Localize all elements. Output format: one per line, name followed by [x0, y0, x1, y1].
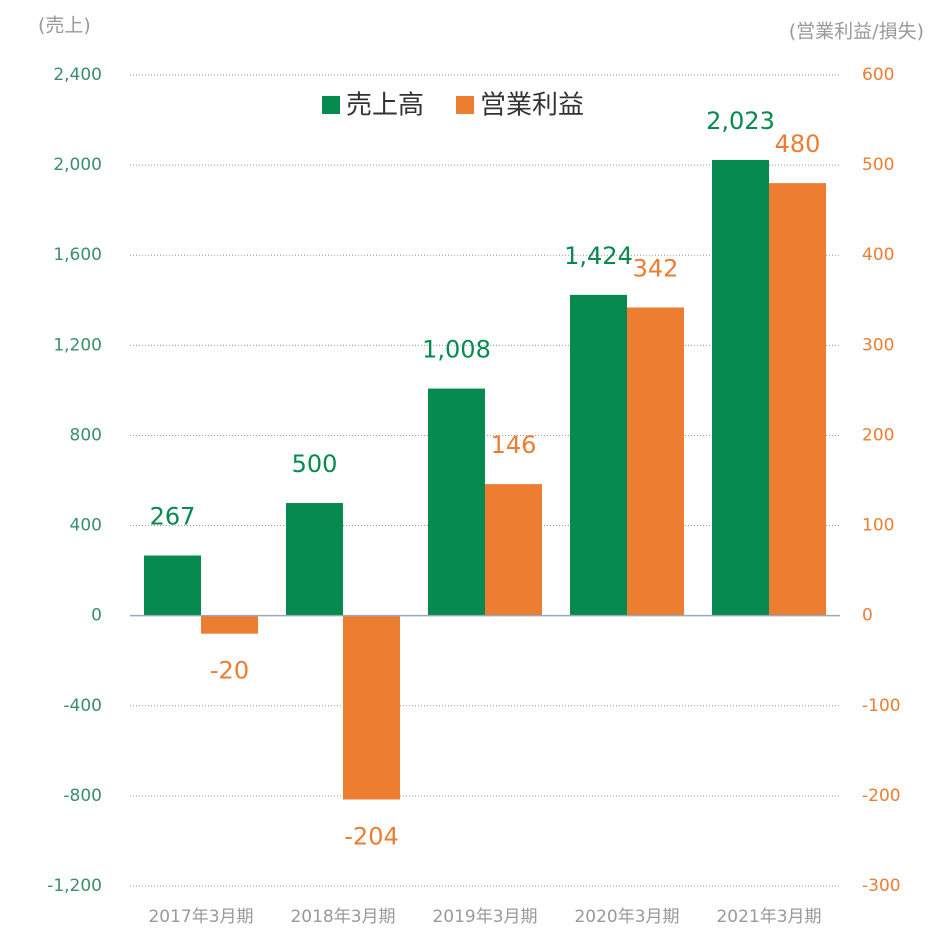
y-axis-title: (売上) — [38, 15, 91, 37]
y2-tick-label: -100 — [862, 696, 901, 716]
data-label: -204 — [344, 822, 398, 850]
data-label: -20 — [210, 657, 249, 685]
data-label: 146 — [491, 431, 537, 459]
data-label: 500 — [292, 450, 338, 478]
bar — [428, 388, 485, 616]
data-label: 267 — [150, 503, 196, 531]
bar — [144, 555, 201, 616]
y2-tick-label: 200 — [862, 425, 894, 445]
bar — [201, 615, 258, 634]
bar — [343, 615, 400, 800]
x-tick-label: 2017年3月期 — [148, 907, 253, 927]
y-tick-label: 800 — [70, 425, 102, 445]
y-tick-label: 1,200 — [53, 335, 102, 355]
x-tick-label: 2020年3月期 — [574, 907, 679, 927]
bar — [769, 183, 826, 616]
y2-tick-label: 300 — [862, 335, 894, 355]
x-tick-label: 2019年3月期 — [432, 907, 537, 927]
y-tick-label: 2,000 — [53, 155, 102, 175]
y2-tick-label: 0 — [862, 606, 873, 626]
y-tick-label: -1,200 — [47, 876, 102, 896]
data-label: 2,023 — [706, 107, 775, 135]
legend-swatch — [456, 96, 475, 114]
bar — [712, 159, 769, 616]
x-tick-label: 2021年3月期 — [716, 907, 821, 927]
data-label: 480 — [775, 130, 821, 158]
y2-tick-label: 500 — [862, 155, 894, 175]
bar — [627, 307, 684, 616]
bar — [570, 294, 627, 616]
y-tick-label: 1,600 — [53, 245, 102, 265]
data-label: 1,008 — [422, 336, 491, 364]
y2-tick-label: 600 — [862, 65, 894, 85]
data-label: 1,424 — [564, 242, 633, 270]
legend-label: 営業利益 — [480, 91, 584, 121]
y-tick-label: -800 — [63, 786, 102, 806]
y-tick-label: 400 — [70, 516, 102, 536]
y2-tick-label: 100 — [862, 516, 894, 536]
bar — [485, 484, 542, 616]
y2-tick-label: -200 — [862, 786, 901, 806]
y-tick-label: -400 — [63, 696, 102, 716]
legend-swatch — [322, 96, 340, 114]
y2-tick-label: -300 — [862, 876, 901, 896]
y2-axis-title: (営業利益/損失) — [789, 21, 924, 43]
y2-tick-label: 400 — [862, 245, 894, 265]
bar — [286, 503, 343, 616]
legend-label: 売上高 — [346, 91, 424, 121]
data-label: 342 — [633, 254, 679, 282]
y-tick-label: 2,400 — [53, 65, 102, 85]
y-tick-label: 0 — [91, 606, 102, 626]
x-tick-label: 2018年3月期 — [290, 907, 395, 927]
